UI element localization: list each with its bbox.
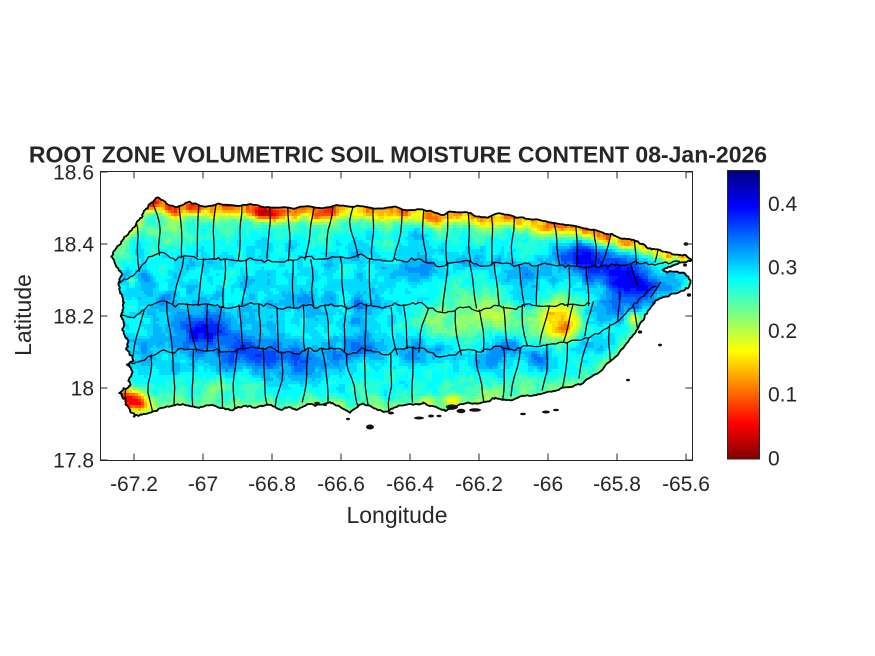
svg-text:0.2: 0.2 (768, 320, 797, 343)
svg-text:18.6: 18.6 (53, 162, 94, 185)
svg-text:-66.2: -66.2 (455, 473, 503, 496)
svg-text:-67: -67 (188, 473, 218, 496)
svg-text:18.4: 18.4 (53, 234, 94, 257)
svg-text:-67.2: -67.2 (110, 473, 158, 496)
svg-text:-66.6: -66.6 (317, 473, 365, 496)
svg-text:-66: -66 (533, 473, 563, 496)
svg-text:18.2: 18.2 (53, 306, 94, 329)
svg-text:17.8: 17.8 (53, 450, 94, 473)
svg-text:-65.8: -65.8 (593, 473, 641, 496)
svg-text:18: 18 (71, 378, 94, 401)
svg-text:0.4: 0.4 (768, 193, 798, 216)
svg-text:0.3: 0.3 (768, 257, 797, 280)
svg-text:-65.6: -65.6 (662, 473, 710, 496)
svg-text:Longitude: Longitude (346, 502, 447, 528)
svg-text:0.1: 0.1 (768, 384, 797, 407)
svg-text:-66.8: -66.8 (248, 473, 296, 496)
svg-text:-66.4: -66.4 (386, 473, 434, 496)
svg-text:ROOT ZONE VOLUMETRIC SOIL MOIS: ROOT ZONE VOLUMETRIC SOIL MOISTURE CONTE… (29, 142, 767, 168)
svg-text:Latitude: Latitude (10, 274, 36, 356)
svg-text:0: 0 (768, 447, 780, 470)
